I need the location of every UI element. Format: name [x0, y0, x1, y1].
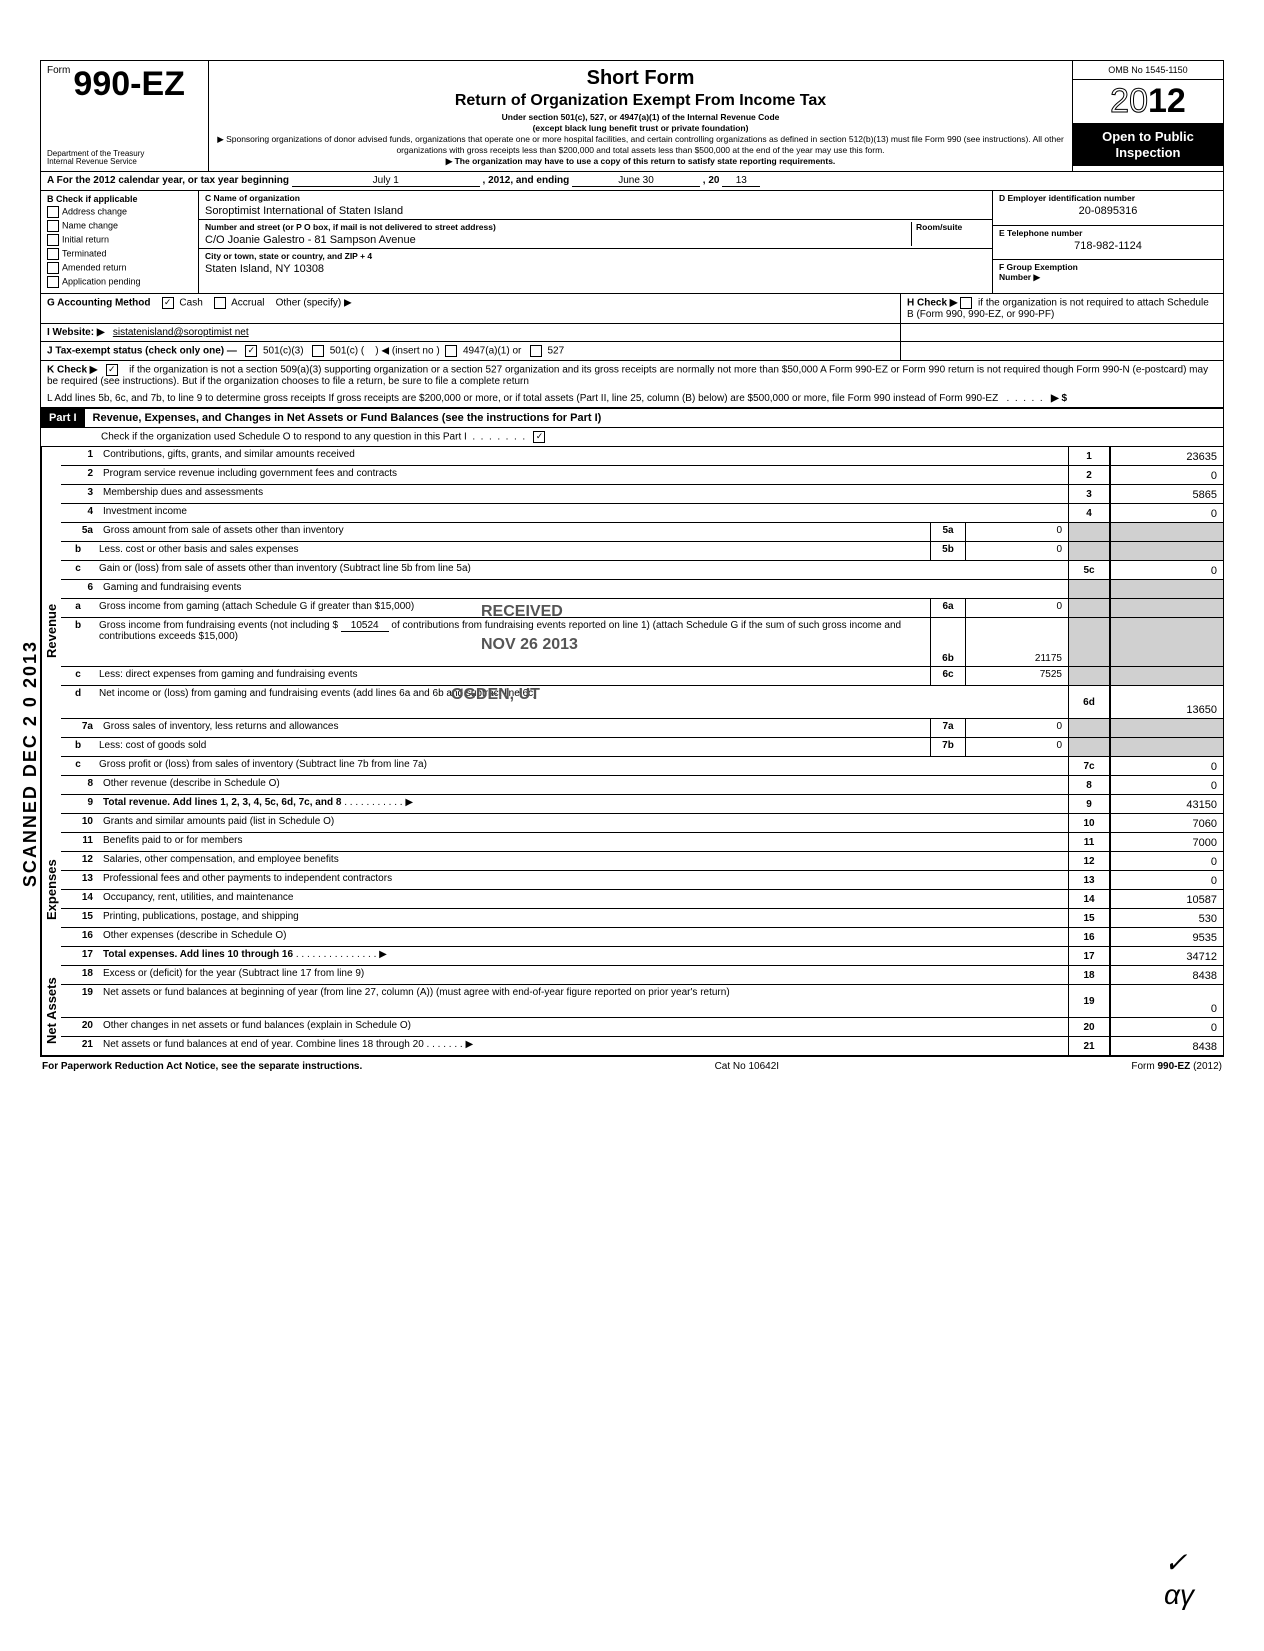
line-j: J Tax-exempt status (check only one) — ✓… [41, 342, 1223, 361]
section-c: C Name of organization Soroptimist Inter… [199, 191, 992, 293]
form-990ez: Form 990-EZ Department of the Treasury I… [40, 60, 1224, 1057]
line-a: A For the 2012 calendar year, or tax yea… [41, 172, 1223, 191]
section-bcdef: B Check if applicable Address change Nam… [41, 191, 1223, 294]
section-f: F Group Exemption Number ▶ [993, 260, 1223, 293]
section-b: B Check if applicable Address change Nam… [41, 191, 199, 293]
subtitle-1: Under section 501(c), 527, or 4947(a)(1)… [217, 112, 1064, 123]
omb-number: OMB No 1545-1150 [1073, 61, 1223, 80]
line-l: L Add lines 5b, 6c, and 7b, to line 9 to… [41, 390, 1223, 408]
subtitle-3: ▶ Sponsoring organizations of donor advi… [217, 134, 1064, 156]
netassets-section: Net Assets 18Excess or (deficit) for the… [41, 966, 1223, 1056]
subtitle-2: (except black lung benefit trust or priv… [217, 123, 1064, 134]
ogden-stamp: OGDEN, UT [451, 686, 540, 704]
tax-year: 2012 [1073, 80, 1223, 123]
signature-initials: ✓αγ [1164, 1546, 1194, 1611]
part1-check: Check if the organization used Schedule … [41, 428, 1223, 447]
subtitle-4: ▶ The organization may have to use a cop… [217, 156, 1064, 167]
section-e: E Telephone number 718-982-1124 [993, 226, 1223, 260]
revenue-section: Revenue 1Contributions, gifts, grants, a… [41, 447, 1223, 814]
nov-stamp: NOV 26 2013 [481, 636, 578, 654]
section-d: D Employer identification number 20-0895… [993, 191, 1223, 225]
line-gh: G Accounting Method ✓ Cash Accrual Other… [41, 294, 1223, 324]
line-i: I Website: ▶ sistatenisland@soroptimist … [41, 324, 1223, 342]
dept-treasury: Department of the Treasury Internal Reve… [47, 150, 202, 168]
received-stamp: RECEIVED [481, 603, 563, 621]
expenses-label: Expenses [41, 814, 61, 966]
part1-header: Part I Revenue, Expenses, and Changes in… [41, 408, 1223, 428]
form-number: Form 990-EZ [47, 65, 202, 104]
expenses-section: Expenses 10Grants and similar amounts pa… [41, 814, 1223, 966]
revenue-label: Revenue [41, 447, 61, 814]
open-inspection: Open to Public Inspection [1073, 123, 1223, 166]
netassets-label: Net Assets [41, 966, 61, 1055]
scanned-stamp: SCANNED DEC 2 0 2013 [20, 640, 41, 887]
form-title-1: Short Form [217, 67, 1064, 90]
page-footer: For Paperwork Reduction Act Notice, see … [40, 1057, 1224, 1076]
line-k: K Check ▶ ✓ if the organization is not a… [41, 361, 1223, 390]
form-header: Form 990-EZ Department of the Treasury I… [41, 61, 1223, 172]
form-title-2: Return of Organization Exempt From Incom… [217, 92, 1064, 110]
